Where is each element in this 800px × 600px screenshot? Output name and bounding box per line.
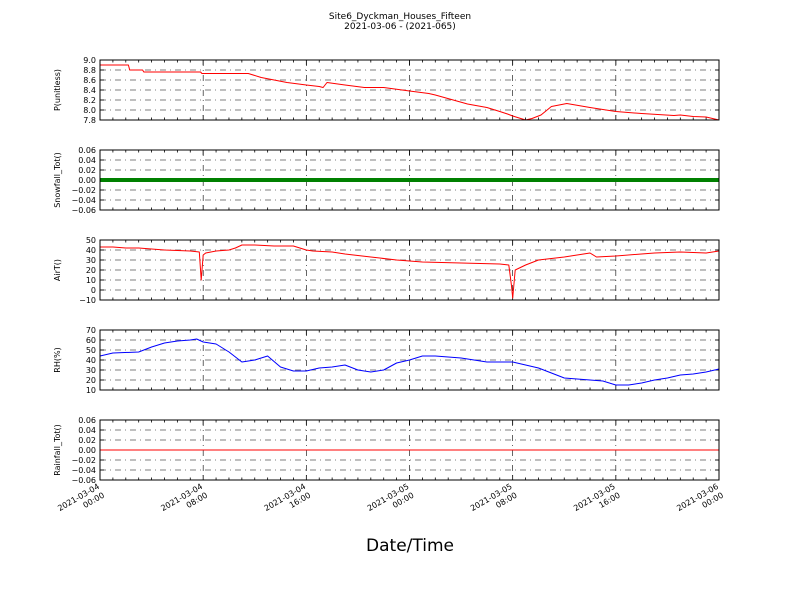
y-tick-label: 8.6 <box>83 76 96 85</box>
y-tick-label: 8.4 <box>83 86 96 95</box>
y-tick-label: 20 <box>86 266 96 275</box>
series-line <box>99 338 720 386</box>
y-tick-label: 10 <box>86 276 96 285</box>
y-tick-label: 20 <box>86 376 96 385</box>
y-tick-label: 0.04 <box>78 426 96 435</box>
x-tick-label: 2021-03-0500:00 <box>366 482 416 522</box>
x-tick-label: 2021-03-0408:00 <box>159 482 209 522</box>
y-axis-label: P(unitless) <box>53 69 62 111</box>
y-tick-label: −0.04 <box>71 196 96 205</box>
y-tick-label: 0.00 <box>78 446 96 455</box>
y-axis-label: Rainfall_Tot() <box>53 424 62 476</box>
y-axis-label: AirT() <box>53 259 62 281</box>
y-tick-label: 8.2 <box>83 96 96 105</box>
y-tick-label: 0.02 <box>78 436 96 445</box>
y-tick-label: 0.06 <box>78 146 96 155</box>
y-tick-label: 8.8 <box>83 66 96 75</box>
y-tick-label: 10 <box>86 386 96 395</box>
y-tick-label: 0 <box>91 286 96 295</box>
y-axis-label: RH(%) <box>53 347 62 372</box>
x-tick-label: 2021-03-0400:00 <box>56 482 106 522</box>
y-tick-label: 50 <box>86 236 96 245</box>
axes-frame <box>99 149 720 211</box>
y-tick-label: 7.8 <box>83 116 96 125</box>
y-tick-label: 30 <box>86 256 96 265</box>
y-tick-label: −0.04 <box>71 466 96 475</box>
y-tick-label: 0.06 <box>78 416 96 425</box>
subplot-2: −0.06−0.04−0.020.000.020.040.06 Snowfall_… <box>53 146 720 215</box>
y-tick-label: 40 <box>86 246 96 255</box>
axes-frame <box>99 239 720 301</box>
x-axis-title: Date/Time <box>366 536 454 556</box>
y-tick-label: 9.0 <box>83 56 96 65</box>
y-axis-label: Snowfall_Tot() <box>53 152 62 208</box>
axes-frame <box>99 59 720 121</box>
series-line <box>100 244 720 299</box>
axes-frame <box>99 329 720 391</box>
chart-title-line2: 2021-03-06 - (2021-065) <box>344 22 456 32</box>
series-line <box>100 64 720 121</box>
x-tick-labels: 2021-03-0400:00 2021-03-0408:00 2021-03-04… <box>56 482 725 522</box>
x-tick-label: 2021-03-0600:00 <box>675 482 725 522</box>
y-tick-label: −0.06 <box>71 206 96 215</box>
y-tick-label: 40 <box>86 356 96 365</box>
subplot-5: −0.06−0.04−0.020.000.020.040.06 Rainfall_… <box>53 416 720 485</box>
chart-title-line1: Site6_Dyckman_Houses_Fifteen <box>329 12 471 22</box>
y-tick-label: 60 <box>86 336 96 345</box>
y-tick-label: 8.0 <box>83 106 96 115</box>
y-tick-label: 0.00 <box>78 176 96 185</box>
x-tick-label: 2021-03-0508:00 <box>469 482 519 522</box>
y-tick-label: 30 <box>86 366 96 375</box>
y-tick-label: 0.02 <box>78 166 96 175</box>
y-tick-label: −10 <box>79 296 96 305</box>
x-tick-label: 2021-03-0516:00 <box>572 482 622 522</box>
y-tick-label: −0.06 <box>71 476 96 485</box>
axes-frame <box>99 419 720 481</box>
x-tick-label: 2021-03-0416:00 <box>263 482 313 522</box>
subplot-1: 7.88.08.28.48.68.89.0 P(unitless) <box>53 56 720 125</box>
y-tick-label: 0.04 <box>78 156 96 165</box>
y-tick-label: 70 <box>86 326 96 335</box>
y-tick-label: 50 <box>86 346 96 355</box>
subplots: 7.88.08.28.48.68.89.0P(unitless)−0.06−0.… <box>53 56 720 485</box>
y-tick-label: −0.02 <box>71 186 96 195</box>
y-tick-label: −0.02 <box>71 456 96 465</box>
